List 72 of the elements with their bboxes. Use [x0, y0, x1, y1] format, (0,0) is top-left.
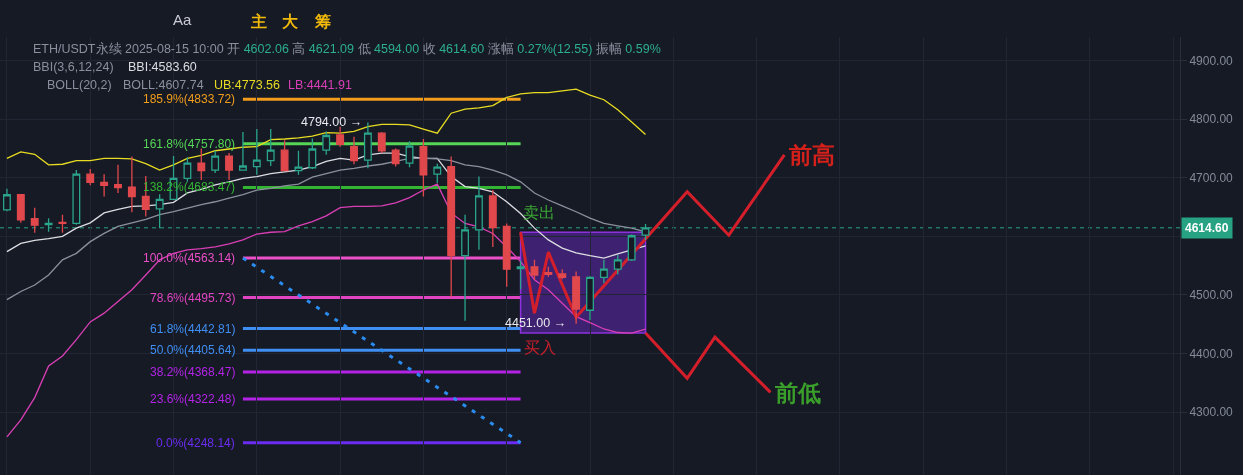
y-tick-label: 4700.00 [1189, 170, 1234, 185]
text: 筹 [314, 13, 331, 30]
candlestick [447, 155, 456, 298]
candlestick [72, 169, 81, 226]
candlestick [211, 150, 220, 174]
candlestick [336, 126, 345, 148]
candlestick [613, 254, 622, 276]
candlestick [183, 156, 192, 183]
text: 大 [282, 13, 299, 30]
candlestick [558, 268, 567, 280]
candlestick [280, 139, 289, 172]
ref-line-label: 161.8%(4757.80) [143, 137, 236, 151]
candlestick [308, 137, 317, 170]
annotation: 4794.00 → [301, 115, 363, 129]
annotation: 前低 [774, 380, 821, 406]
ref-line-label: 61.8%(4442.81) [150, 322, 236, 336]
candlestick [599, 259, 608, 284]
line-series [6, 183, 647, 438]
candlestick [530, 259, 539, 281]
candlestick [266, 128, 275, 167]
ref-line-label: 78.6%(4495.73) [150, 291, 236, 305]
y-tick-label: 4400.00 [1189, 346, 1234, 361]
candlestick [100, 173, 109, 198]
ref-line-label: 4614.60 [1185, 221, 1229, 235]
ref-line-label: 50.0%(4405.64) [150, 343, 236, 357]
text: ETH/USDT永续 2025-08-15 10:00 开 4602.06 高 4621.09 低 4594.00 收 4614.60 涨幅 0.27%(12.55) 振幅 0.59% [33, 42, 661, 56]
candlestick [627, 233, 636, 262]
candlestick [16, 193, 25, 224]
candlestick [516, 259, 525, 290]
candlestick [488, 189, 497, 248]
ref-line-label: 38.2%(4368.47) [150, 365, 236, 379]
annotation: 前高 [788, 142, 835, 168]
text: BOLL:4607.74 [123, 78, 204, 92]
candlestick [86, 168, 95, 186]
y-tick-label: 4300.00 [1189, 405, 1234, 420]
candlestick [433, 163, 442, 184]
annotation: 卖出 [523, 204, 555, 221]
ref-line-label: 185.9%(4833.72) [143, 92, 236, 106]
annotation: 4451.00 → [505, 316, 567, 330]
ref-line-label: 23.6%(4322.48) [150, 392, 236, 406]
candlestick [363, 121, 372, 169]
text: UB:4773.56 [214, 78, 281, 92]
candlestick [544, 266, 553, 278]
y-tick-label: 4900.00 [1189, 53, 1234, 68]
candlestick [225, 152, 234, 181]
candlestick [114, 164, 122, 194]
candlestick [238, 131, 247, 172]
candlestick [419, 138, 428, 198]
candlestick [350, 136, 358, 165]
candlestick [572, 270, 581, 325]
ref-line-label: 0.0%(4248.14) [156, 436, 235, 450]
candlestick [58, 214, 67, 234]
y-tick-label: 4800.00 [1189, 112, 1234, 127]
line-series [644, 331, 772, 394]
candlestick [127, 155, 136, 213]
line-series [519, 153, 786, 319]
text: BBI:4583.60 [128, 60, 197, 74]
text: LB:4441.91 [288, 78, 352, 92]
y-tick-label: 4500.00 [1189, 288, 1234, 303]
annotation: 买入 [524, 339, 556, 356]
candlestick [502, 222, 511, 288]
candlestick [405, 140, 414, 168]
candlestick [391, 147, 400, 168]
candlestick [322, 130, 331, 156]
text: 主 [250, 12, 267, 30]
candlestick [586, 275, 594, 321]
candlestick [377, 131, 386, 154]
annotation: BOLL(20,2) [47, 78, 112, 92]
annotation: BBI(3,6,12,24) [33, 60, 114, 74]
candlestick [252, 128, 261, 176]
text: Aa [173, 11, 192, 28]
candlestick [30, 206, 39, 234]
